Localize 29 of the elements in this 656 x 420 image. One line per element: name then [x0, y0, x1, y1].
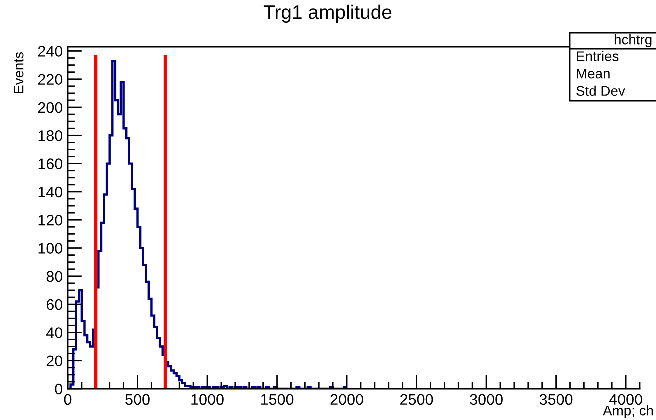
y-tick-label: 120	[38, 214, 63, 226]
y-tick-label: 80	[46, 271, 63, 282]
y-tick-label: 180	[38, 130, 63, 142]
annotation: Entries	[577, 51, 619, 62]
annotation: Std Dev	[576, 86, 626, 96]
y-tick-label: 220	[38, 74, 63, 86]
y-tick-label: 20	[46, 356, 63, 367]
annotation: hchtrg	[614, 34, 652, 48]
x-axis-title: Amp; ch	[603, 406, 654, 418]
annotation: Mean	[577, 69, 610, 79]
x-tick-label: 1000	[192, 394, 224, 406]
chart-title: Trg1 amplitude	[264, 4, 392, 24]
x-tick-label: 3000	[470, 394, 503, 406]
x-tick-label: 3500	[540, 394, 573, 406]
y-axis-title: Events	[14, 52, 24, 94]
y-tick-label: 200	[38, 102, 63, 114]
y-tick-label: 40	[46, 328, 63, 338]
x-tick-label: 4000	[609, 394, 642, 406]
x-tick-label: 2500	[400, 394, 434, 406]
y-tick-label: 60	[46, 299, 63, 310]
y-tick-label: 140	[38, 186, 63, 198]
x-tick-label: 2000	[330, 394, 364, 406]
y-tick-label: 240	[38, 46, 63, 57]
x-tick-label: 1500	[261, 394, 294, 406]
y-tick-label: 0	[55, 384, 63, 395]
y-tick-label: 160	[38, 158, 63, 170]
y-tick-label: 100	[38, 243, 63, 254]
x-tick-label: 0	[64, 394, 72, 406]
x-tick-label: 500	[126, 394, 150, 406]
